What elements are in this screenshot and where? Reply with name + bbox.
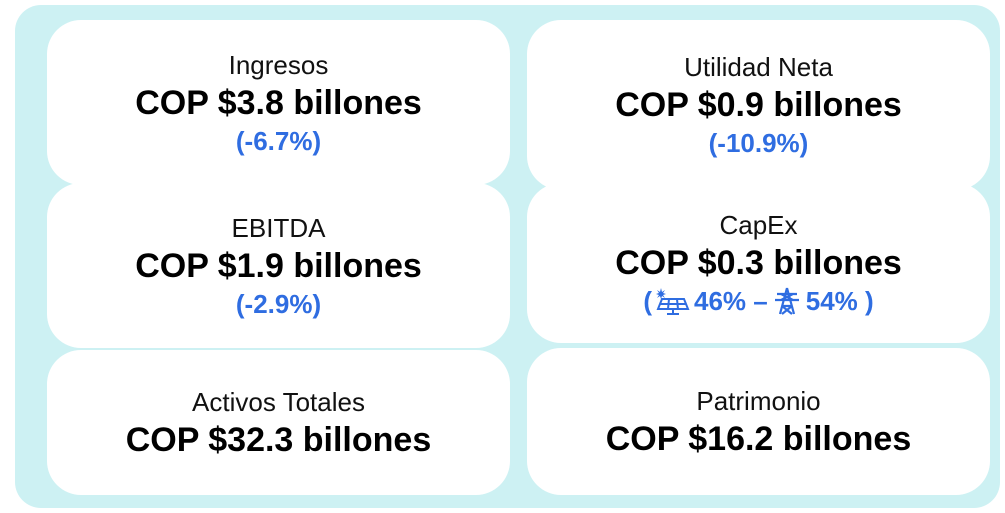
card-value: COP $0.9 billones [615, 86, 902, 124]
card-change: ( 46% – 54% ) [643, 284, 873, 318]
card-label: Utilidad Neta [684, 52, 833, 82]
card-label: CapEx [719, 210, 798, 240]
card: Activos Totales COP $32.3 billones [47, 350, 510, 495]
solar-share: 46% – [694, 286, 768, 316]
card: Ingresos COP $3.8 billones (-6.7%) [47, 20, 510, 185]
card: CapEx COP $0.3 billones ( 46% – 54% ) [527, 183, 990, 343]
tower-icon [774, 287, 799, 315]
solar-icon [656, 288, 690, 315]
card-label: Ingresos [228, 49, 329, 80]
card-value: COP $3.8 billones [135, 83, 422, 122]
card-label: EBITDA [231, 212, 326, 243]
card: EBITDA COP $1.9 billones (-2.9%) [47, 183, 510, 348]
card-value: COP $1.9 billones [135, 246, 422, 285]
card-value: COP $0.3 billones [615, 244, 902, 282]
card-change: (-2.9%) [235, 288, 322, 319]
paren-open: ( [643, 286, 652, 316]
card: Utilidad Neta COP $0.9 billones (-10.9%) [527, 20, 990, 190]
card-value: COP $16.2 billones [605, 419, 912, 458]
card-label: Patrimonio [696, 385, 821, 416]
card-value: COP $32.3 billones [125, 420, 432, 459]
tower-share: 54% ) [805, 286, 874, 316]
card-change: (-6.7%) [235, 125, 322, 156]
card-label: Activos Totales [192, 386, 365, 417]
card: Patrimonio COP $16.2 billones [527, 348, 990, 495]
card-change: (-10.9%) [708, 128, 809, 158]
